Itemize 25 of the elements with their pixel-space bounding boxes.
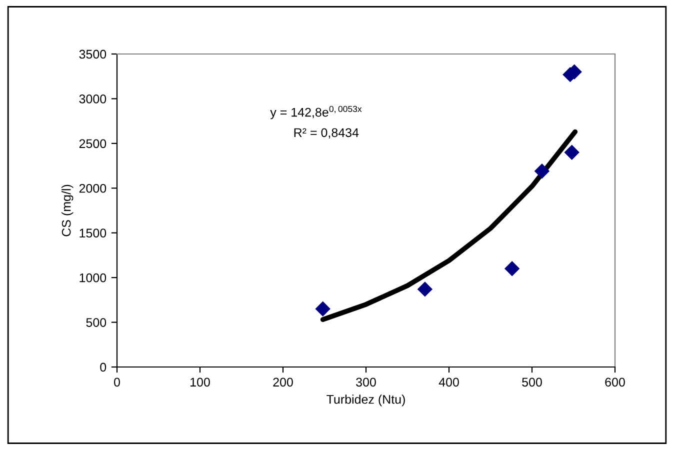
- x-tick-label: 600: [605, 378, 625, 387]
- y-tick-label: 500: [86, 318, 106, 327]
- line-series: [320, 129, 578, 322]
- point: [504, 261, 520, 276]
- x-tick-label: 200: [273, 378, 293, 387]
- y-tick-label: 0: [100, 362, 106, 372]
- point: [534, 164, 550, 179]
- annotation: R² = 0,8434: [294, 128, 359, 139]
- point: [315, 301, 330, 316]
- x-tick-label: 0: [114, 378, 120, 387]
- x-tick-label: 100: [190, 378, 210, 387]
- y-tick-label: 2500: [79, 139, 106, 148]
- x-tick-label: 500: [522, 378, 542, 387]
- y-tick-label: 3000: [79, 94, 106, 104]
- y-tick-label: 1500: [80, 228, 106, 238]
- x-tick-label: 300: [356, 378, 376, 387]
- point: [564, 144, 580, 160]
- annotation: y = 142,8e$^{0,0053x}$: [270, 106, 362, 120]
- x-tick-label: 400: [438, 378, 459, 387]
- y-tick-label: 3500: [79, 50, 106, 59]
- y-axis-title: CS (mg/l): [62, 184, 74, 236]
- y-tick-label: 2000: [79, 184, 106, 193]
- point: [417, 282, 433, 297]
- x-axis-title: Turbidez (Ntu): [326, 394, 405, 406]
- y-tick-label: 1000: [80, 273, 106, 282]
